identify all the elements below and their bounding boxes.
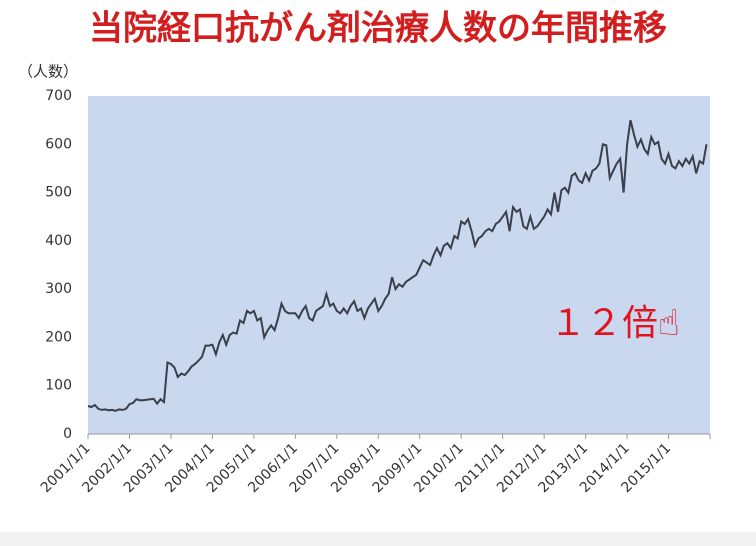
- plot-area: [88, 96, 710, 434]
- footer-bar: [0, 532, 756, 546]
- data-line: [87, 119, 708, 412]
- y-tick-label: 200: [45, 329, 72, 345]
- y-tick-label: 400: [45, 233, 72, 249]
- y-tick-label: 100: [45, 378, 72, 394]
- y-tick-label: 500: [45, 185, 72, 201]
- annotation: １２倍☝: [550, 303, 680, 344]
- y-axis-label: （人数）: [18, 63, 78, 81]
- y-tick-label: 300: [45, 281, 72, 297]
- y-tick-label: 700: [45, 88, 72, 104]
- y-tick-label: 0: [63, 426, 72, 442]
- y-tick-label: 600: [45, 136, 72, 152]
- chart-title: 当院経口抗がん剤治療人数の年間推移: [89, 9, 667, 49]
